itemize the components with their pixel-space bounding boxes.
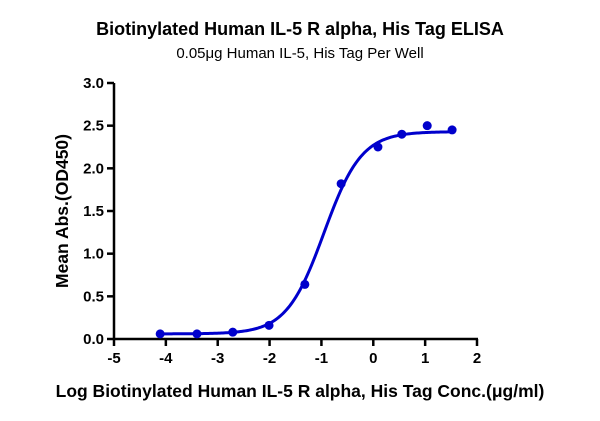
axes: 0.0 0.5 1.0 1.5 2.0 2.5 3.0 -5 -4 -3 -2 -1 0 1 2 [83, 75, 481, 367]
fit-curve [160, 130, 453, 336]
data-point [264, 320, 274, 330]
y-tick-label: 2.0 [83, 160, 104, 177]
data-point [336, 179, 346, 189]
data-point [447, 125, 457, 135]
y-axis-label: Mean Abs.(OD450) [52, 134, 72, 288]
y-axis-label-group: Mean Abs.(OD450) [52, 134, 72, 288]
x-tick-label: -2 [263, 350, 276, 367]
data-point [228, 327, 238, 337]
chart-title: Biotinylated Human IL-5 R alpha, His Tag… [96, 19, 504, 39]
y-tick-label: 2.5 [83, 118, 104, 135]
data-point [397, 129, 407, 139]
x-tick-label: -5 [107, 350, 120, 367]
x-tick-label: -1 [315, 350, 328, 367]
data-point [373, 142, 383, 152]
y-tick-label: 0.5 [83, 288, 104, 305]
data-point [422, 121, 432, 131]
data-point [300, 279, 310, 289]
data-point [192, 329, 202, 339]
data-points [155, 121, 457, 339]
y-tick-label: 0.0 [83, 331, 104, 348]
y-tick-label: 1.5 [83, 203, 104, 220]
x-tick-label: -3 [211, 350, 224, 367]
x-axis-label: Log Biotinylated Human IL-5 R alpha, His… [55, 381, 545, 401]
x-tick-label: -4 [159, 350, 173, 367]
y-tick-label: 3.0 [83, 75, 104, 92]
chart-subtitle: 0.05μg Human IL-5, His Tag Per Well [176, 45, 424, 62]
x-tick-label: 2 [473, 350, 481, 367]
y-tick-label: 1.0 [83, 246, 104, 263]
data-point [155, 329, 165, 339]
x-tick-label: 1 [421, 350, 429, 367]
x-tick-label: 0 [369, 350, 377, 367]
